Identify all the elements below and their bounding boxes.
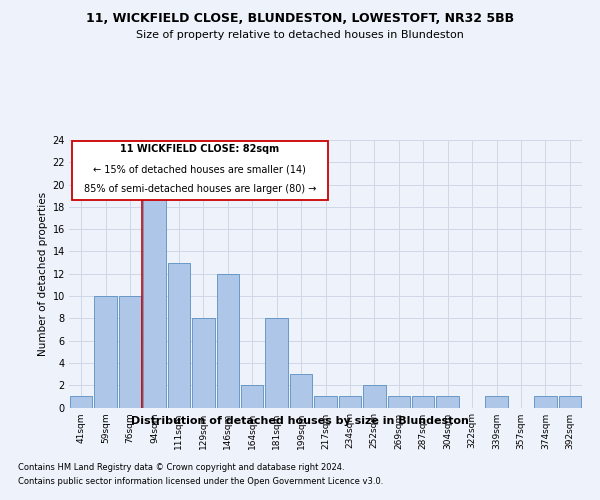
Text: Contains HM Land Registry data © Crown copyright and database right 2024.: Contains HM Land Registry data © Crown c… xyxy=(18,462,344,471)
Bar xyxy=(485,396,508,407)
Bar xyxy=(167,262,190,408)
Text: Contains public sector information licensed under the Open Government Licence v3: Contains public sector information licen… xyxy=(18,478,383,486)
FancyBboxPatch shape xyxy=(71,142,328,200)
Text: 11 WICKFIELD CLOSE: 82sqm: 11 WICKFIELD CLOSE: 82sqm xyxy=(120,144,280,154)
Bar xyxy=(388,396,410,407)
Y-axis label: Number of detached properties: Number of detached properties xyxy=(38,192,48,356)
Text: Size of property relative to detached houses in Blundeston: Size of property relative to detached ho… xyxy=(136,30,464,40)
Bar xyxy=(559,396,581,407)
Bar xyxy=(119,296,142,408)
Bar xyxy=(94,296,117,408)
Bar xyxy=(314,396,337,407)
Bar xyxy=(143,196,166,408)
Text: Distribution of detached houses by size in Blundeston: Distribution of detached houses by size … xyxy=(131,416,469,426)
Bar xyxy=(338,396,361,407)
Bar xyxy=(534,396,557,407)
Bar xyxy=(290,374,313,408)
Bar xyxy=(217,274,239,407)
Bar xyxy=(241,385,263,407)
Bar xyxy=(265,318,288,408)
Text: ← 15% of detached houses are smaller (14): ← 15% of detached houses are smaller (14… xyxy=(94,164,306,174)
Bar xyxy=(436,396,459,407)
Text: 11, WICKFIELD CLOSE, BLUNDESTON, LOWESTOFT, NR32 5BB: 11, WICKFIELD CLOSE, BLUNDESTON, LOWESTO… xyxy=(86,12,514,26)
Bar xyxy=(363,385,386,407)
Bar xyxy=(70,396,92,407)
Text: 85% of semi-detached houses are larger (80) →: 85% of semi-detached houses are larger (… xyxy=(83,184,316,194)
Bar xyxy=(192,318,215,408)
Bar xyxy=(412,396,434,407)
